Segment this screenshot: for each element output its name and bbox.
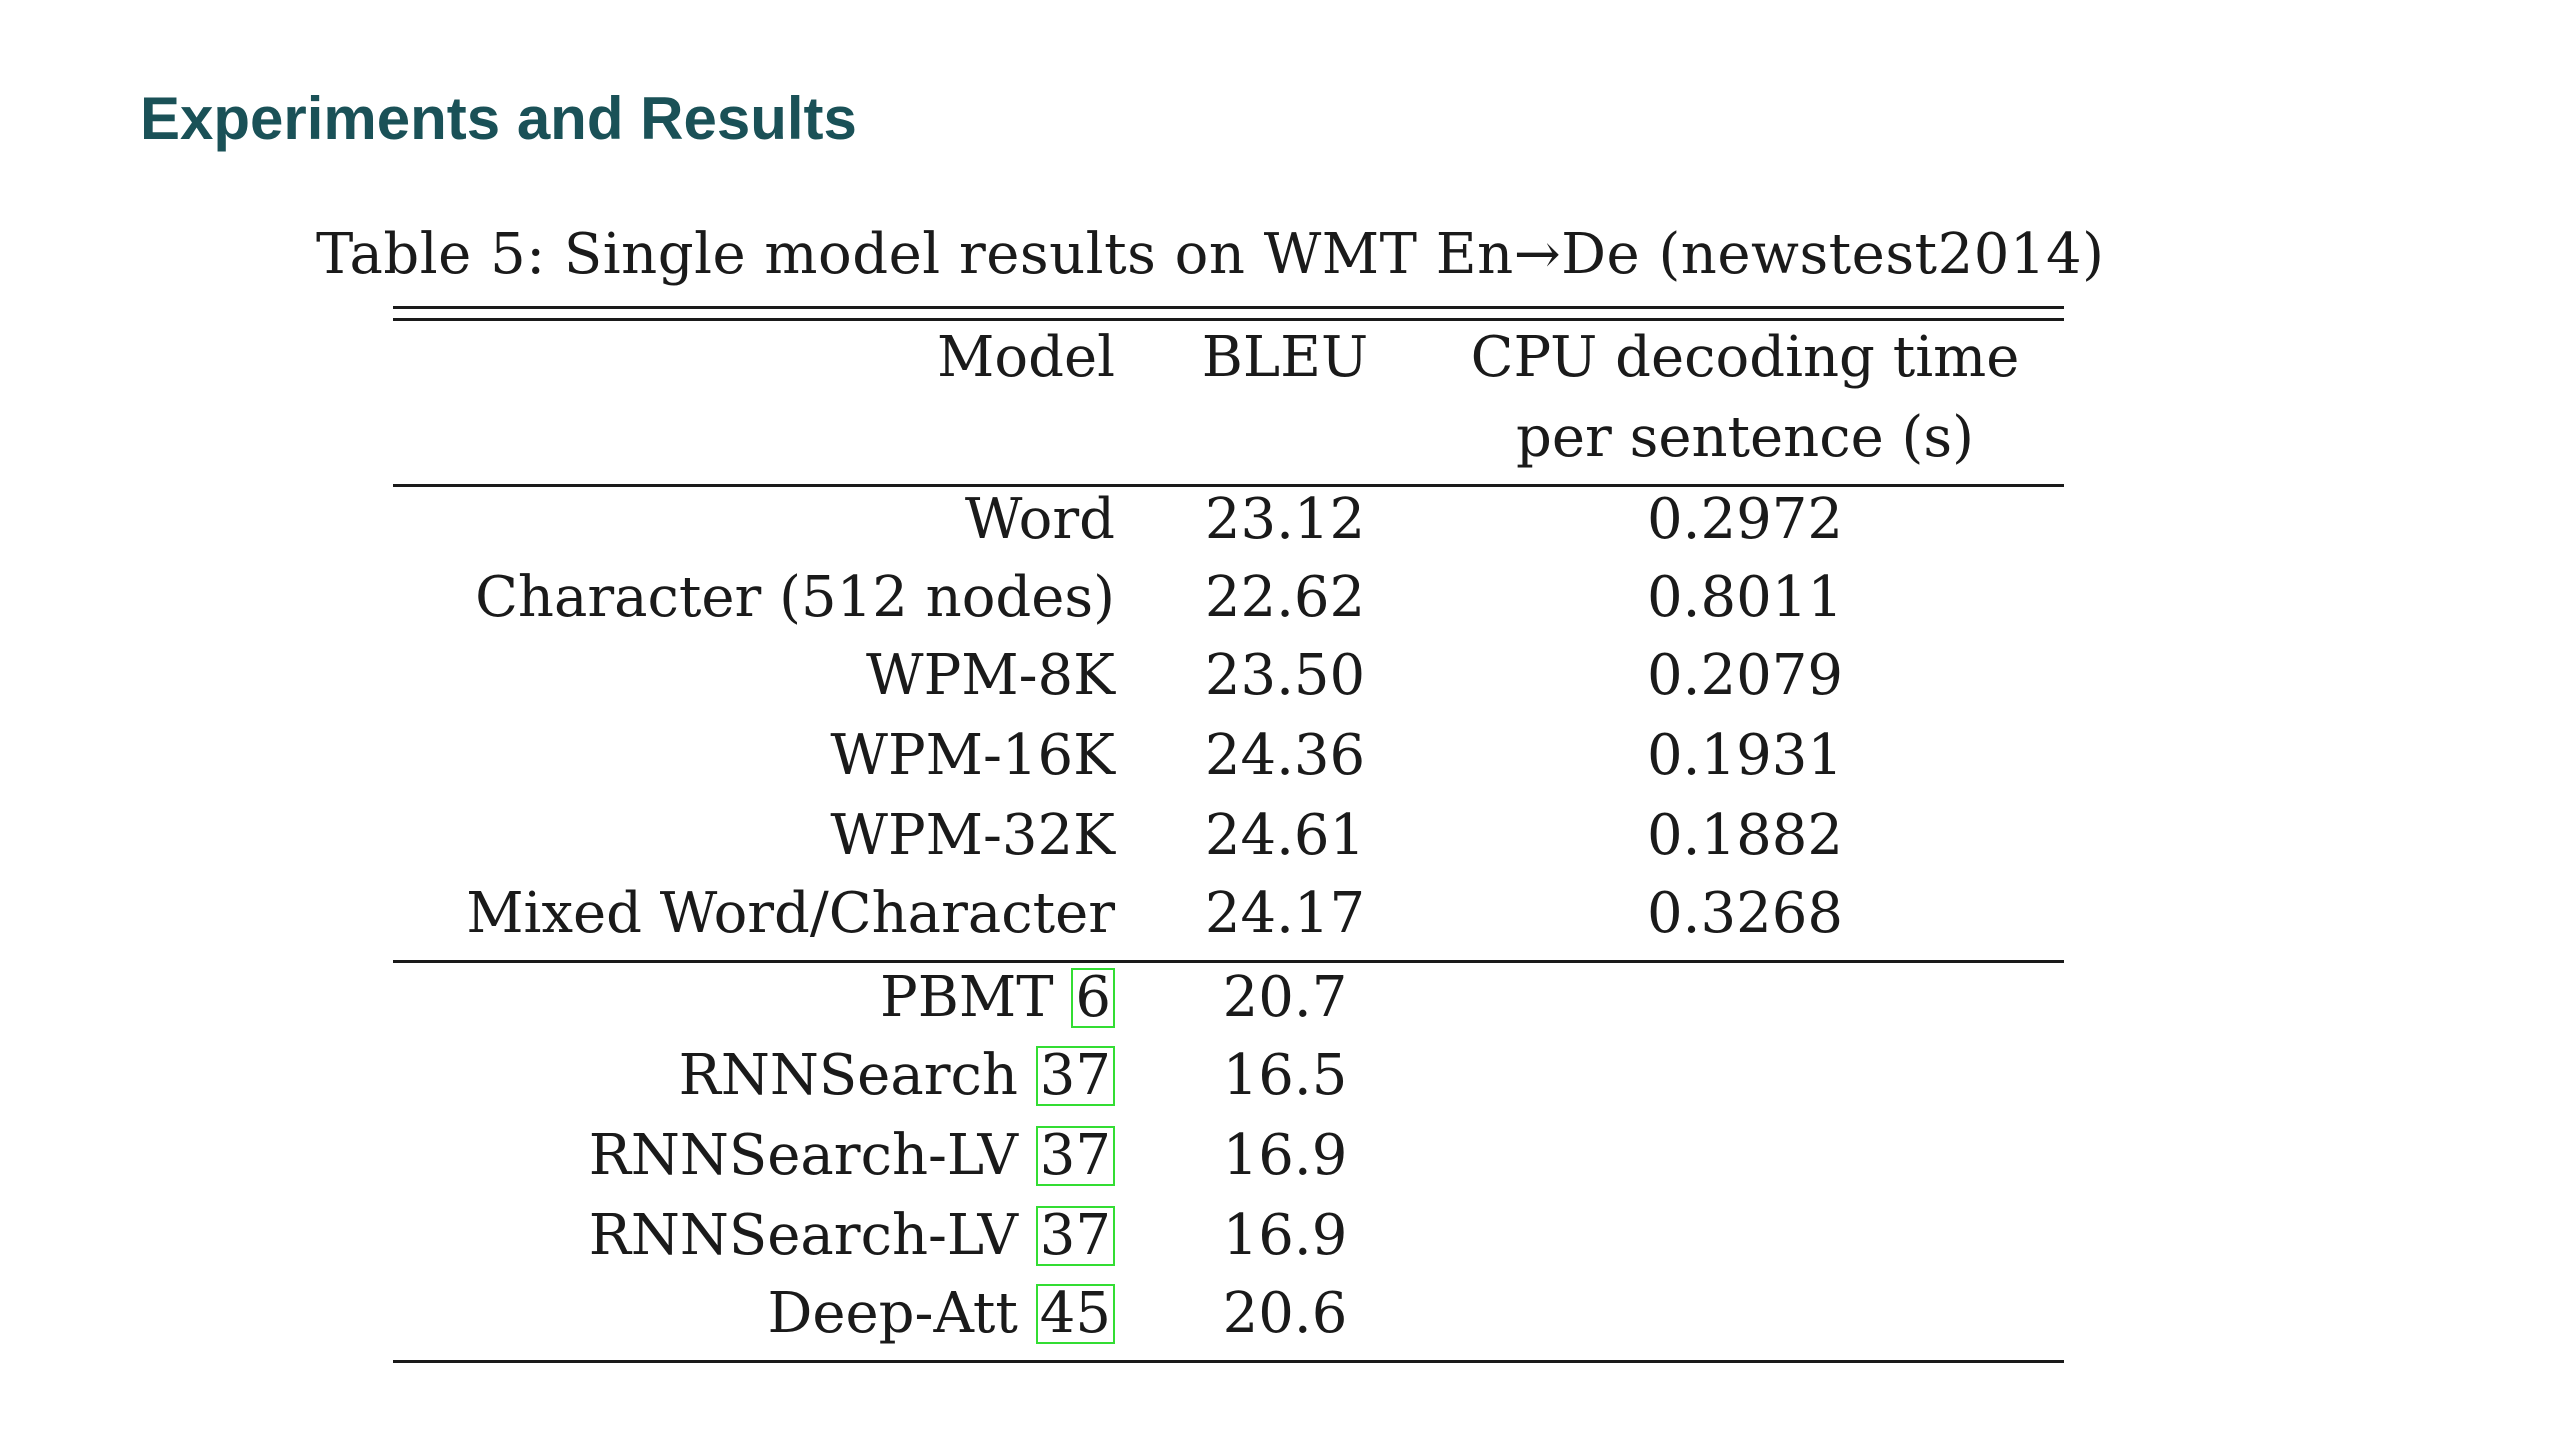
row-bleu: 16.9 — [1222, 1203, 1348, 1268]
row-bleu: 23.12 — [1204, 487, 1366, 552]
header-cpu-time-line1: CPU decoding time — [1470, 325, 2020, 390]
citation-link[interactable]: 37 — [1035, 1126, 1115, 1186]
row-time: 0.2972 — [1647, 487, 1843, 552]
citation-link[interactable]: 37 — [1035, 1206, 1115, 1266]
model-name: RNNSearch — [678, 1043, 1018, 1108]
header-bleu: BLEU — [1201, 325, 1369, 390]
model-name: RNNSearch-LV — [588, 1123, 1018, 1188]
row-time: 0.3268 — [1647, 881, 1843, 946]
header-cpu-time-line2: per sentence (s) — [1516, 405, 1974, 470]
row-bleu: 16.5 — [1222, 1043, 1348, 1108]
top-rule-outer — [393, 306, 2064, 309]
row-bleu: 20.6 — [1222, 1281, 1348, 1346]
row-model: Character (512 nodes) — [475, 565, 1115, 630]
header-model: Model — [937, 325, 1115, 390]
row-time: 0.1931 — [1647, 723, 1843, 788]
row-model: Deep-Att 45 — [767, 1281, 1115, 1346]
slide-title: Experiments and Results — [140, 85, 857, 152]
row-model: WPM-16K — [830, 723, 1115, 788]
row-bleu: 20.7 — [1222, 965, 1348, 1030]
row-time: 0.8011 — [1647, 565, 1843, 630]
citation-link[interactable]: 45 — [1035, 1284, 1115, 1344]
citation-link[interactable]: 37 — [1035, 1046, 1115, 1106]
row-model: RNNSearch-LV 37 — [589, 1206, 1115, 1266]
row-time: 0.2079 — [1647, 643, 1843, 708]
row-bleu: 23.50 — [1204, 643, 1366, 708]
header-rule — [393, 484, 2064, 487]
table-caption: Table 5: Single model results on WMT En→… — [316, 222, 2105, 287]
row-bleu: 24.17 — [1204, 881, 1366, 946]
row-bleu: 16.9 — [1222, 1123, 1348, 1188]
group-rule — [393, 960, 2064, 963]
row-bleu: 24.36 — [1204, 723, 1366, 788]
row-model: RNNSearch-LV 37 — [589, 1126, 1115, 1186]
row-model: WPM-8K — [866, 643, 1115, 708]
bottom-rule — [393, 1360, 2064, 1363]
top-rule-inner — [393, 318, 2064, 321]
row-bleu: 22.62 — [1204, 565, 1366, 630]
row-model: RNNSearch 37 — [679, 1046, 1115, 1106]
row-bleu: 24.61 — [1204, 803, 1366, 868]
citation-link[interactable]: 6 — [1071, 968, 1115, 1028]
row-model: Word — [964, 487, 1115, 552]
row-model: PBMT 6 — [880, 968, 1115, 1028]
row-time: 0.1882 — [1647, 803, 1843, 868]
model-name: PBMT — [880, 965, 1054, 1030]
model-name: Deep-Att — [767, 1281, 1018, 1346]
model-name: RNNSearch-LV — [588, 1203, 1018, 1268]
row-model: WPM-32K — [830, 803, 1115, 868]
row-model: Mixed Word/Character — [466, 881, 1115, 946]
